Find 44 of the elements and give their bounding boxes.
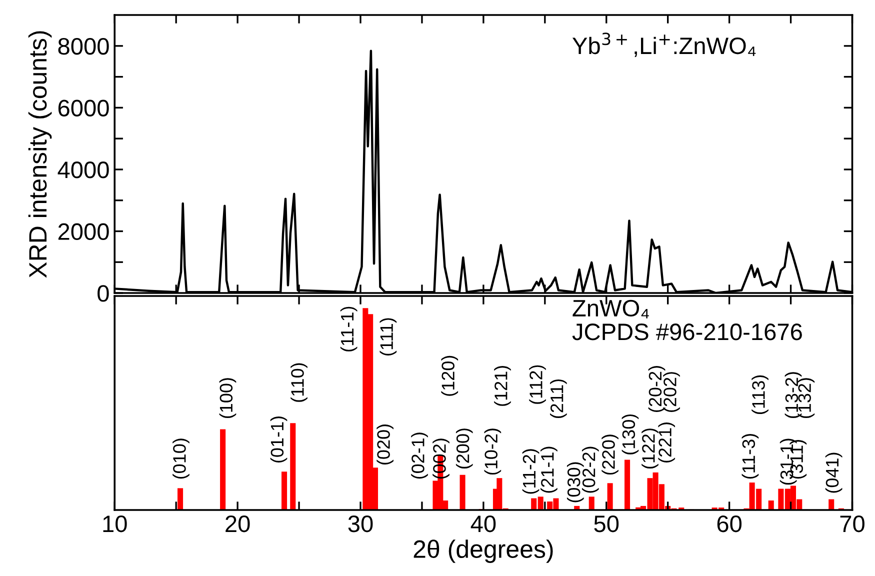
annotation: (112) <box>529 365 546 404</box>
annotation: (11-2) <box>522 449 540 494</box>
annotation: ZnWO₄ JCPDS #96-210-1676 <box>572 300 802 340</box>
annotation: (020) <box>376 424 394 464</box>
x-tick-label: 60 <box>717 515 742 532</box>
annotation: (10-2) <box>484 428 502 475</box>
annotation: (010) <box>172 438 190 479</box>
annotation: (220) <box>602 434 618 475</box>
annotation: (130) <box>622 414 639 454</box>
y-tick-label: 0 <box>98 285 109 302</box>
annotation: (01-1) <box>270 416 288 462</box>
annotation: (030) <box>566 462 584 502</box>
annotation: (113) <box>752 375 768 414</box>
annotation: (120) <box>441 356 458 396</box>
y-tick-label: 8000 <box>58 38 109 55</box>
annotation: (121) <box>494 366 511 406</box>
y-tick-label: 2000 <box>58 223 109 240</box>
annotation: (11-3) <box>742 434 759 479</box>
annotation: Yb$^{3+}$,Li$^{+}$:ZnWO₄ <box>572 32 756 57</box>
annotation: (02-1) <box>411 432 428 479</box>
x-tick-label: 70 <box>840 515 864 532</box>
x-tick-label: 30 <box>348 515 373 532</box>
x-axis-title: 2θ (degrees) <box>414 540 553 563</box>
annotation: (041) <box>825 452 842 493</box>
x-tick-label: 10 <box>103 515 127 532</box>
x-tick-label: 50 <box>594 515 619 532</box>
annotation: (200) <box>456 428 473 468</box>
annotation: (211) <box>550 379 567 418</box>
annotation: (002) <box>432 438 450 479</box>
annotation: (100) <box>219 378 236 418</box>
y-tick-label: 4000 <box>58 162 109 178</box>
annotation: (221) <box>658 422 676 462</box>
x-tick-label: 20 <box>226 515 250 532</box>
annotation: (111) <box>380 318 397 356</box>
annotation: (21-1) <box>540 446 558 493</box>
annotation: (02-2) <box>582 446 599 493</box>
y-tick-label: 6000 <box>58 100 109 116</box>
annotation: (122) <box>642 428 658 468</box>
x-tick-label: 40 <box>470 515 496 532</box>
annotation: (110) <box>290 363 308 402</box>
annotation: (20-2) <box>648 366 666 412</box>
annotation: (11-1) <box>340 306 358 352</box>
y-axis-title: XRD intensity (counts) <box>28 31 52 278</box>
annotation: (202) <box>663 372 680 412</box>
